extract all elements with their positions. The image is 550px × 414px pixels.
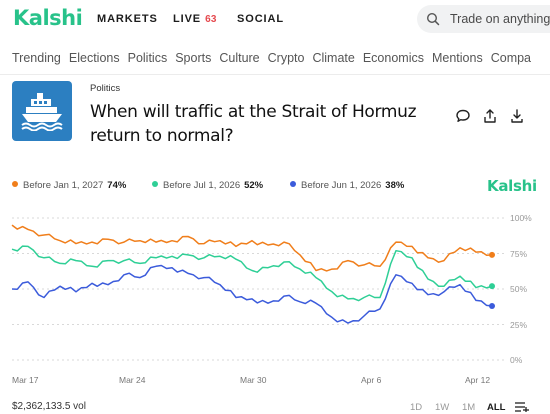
chart-brand-logo: Kalshi [487, 177, 537, 195]
search-placeholder: Trade on anything [450, 12, 550, 26]
legend-percent: 74% [107, 180, 127, 191]
search-icon [426, 12, 440, 26]
series-end-point [489, 303, 495, 310]
live-count-badge: 63 [205, 14, 217, 25]
nav-live-label: LIVE [173, 13, 202, 25]
category-mentions[interactable]: Mentions [431, 51, 483, 65]
legend-item[interactable]: Before Jun 1, 2026 38% [290, 180, 404, 191]
y-tick-label: 100% [510, 213, 532, 223]
category-trending[interactable]: Trending [12, 51, 61, 65]
legend-dot [152, 181, 158, 187]
market-thumbnail [12, 81, 72, 141]
x-tick-label: Apr 12 [465, 375, 491, 385]
legend-dot [12, 181, 18, 187]
chart-settings-icon[interactable] [515, 402, 529, 412]
search-input[interactable]: Trade on anything [417, 5, 550, 33]
category-nav: Trending Elections Politics Sports Culture Cr… [12, 49, 539, 67]
legend-label: Before Jun 1, 2026 [301, 180, 382, 191]
market-category[interactable]: Politics [90, 83, 121, 94]
download-icon[interactable] [509, 108, 525, 124]
category-economics[interactable]: Economics [362, 51, 424, 65]
range-1m-button[interactable]: 1M [462, 402, 476, 413]
legend-item[interactable]: Before Jul 1, 2026 52% [152, 180, 263, 191]
nav-live[interactable]: LIVE 63 [173, 13, 217, 25]
price-chart[interactable] [0, 200, 550, 372]
category-elections[interactable]: Elections [68, 51, 120, 65]
category-crypto[interactable]: Crypto [267, 51, 305, 65]
legend-label: Before Jul 1, 2026 [163, 180, 241, 191]
y-tick-label: 75% [510, 249, 528, 259]
range-1w-button[interactable]: 1W [435, 402, 450, 413]
nav-markets[interactable]: MARKETS [97, 13, 158, 25]
share-icon[interactable] [482, 108, 498, 124]
top-nav: Kalshi MARKETS LIVE 63 SOCIAL Trade on an… [0, 0, 550, 38]
y-tick-label: 25% [510, 320, 528, 330]
series-line [11, 264, 493, 324]
x-tick-label: Apr 6 [361, 375, 382, 385]
series-line [11, 245, 493, 302]
category-divider [0, 74, 550, 75]
legend-percent: 38% [385, 180, 405, 191]
ship-icon [21, 93, 63, 131]
category-culture[interactable]: Culture [219, 51, 260, 65]
series-end-point [489, 283, 495, 290]
comment-icon[interactable] [455, 108, 471, 124]
x-tick-label: Mar 30 [240, 375, 267, 385]
category-politics[interactable]: Politics [127, 51, 168, 65]
category-climate[interactable]: Climate [312, 51, 355, 65]
series-end-point [489, 251, 495, 258]
y-tick-label: 50% [510, 284, 528, 294]
x-tick-label: Mar 17 [12, 375, 39, 385]
category-companies[interactable]: Compa [490, 51, 532, 65]
volume-text: $2,362,133.5 vol [12, 401, 86, 412]
legend-percent: 52% [244, 180, 264, 191]
kalshi-logo[interactable]: Kalshi [13, 6, 83, 30]
x-tick-label: Mar 24 [119, 375, 146, 385]
y-tick-label: 0% [510, 355, 523, 365]
legend-item[interactable]: Before Jan 1, 2027 74% [12, 180, 126, 191]
market-title: When will traffic at the Strait of Hormu… [90, 102, 417, 146]
category-sports[interactable]: Sports [175, 51, 212, 65]
series-line [11, 224, 493, 272]
range-1d-button[interactable]: 1D [410, 402, 423, 413]
legend-dot [290, 181, 296, 187]
nav-social[interactable]: SOCIAL [237, 13, 284, 25]
range-all-button[interactable]: ALL [487, 402, 506, 413]
legend-label: Before Jan 1, 2027 [23, 180, 104, 191]
